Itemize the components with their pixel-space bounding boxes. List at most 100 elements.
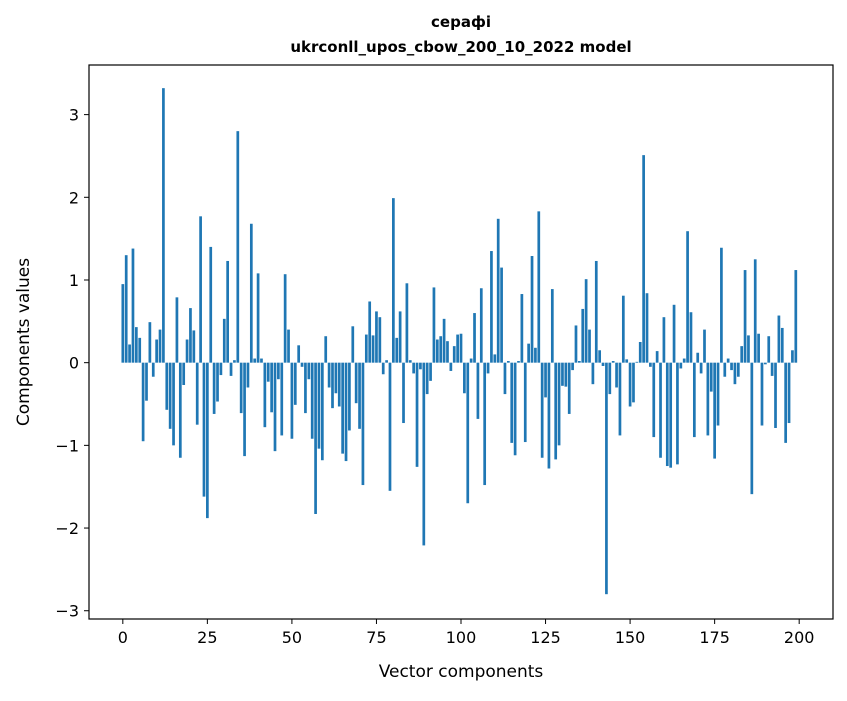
bar-53 — [300, 362, 304, 367]
bar-178 — [723, 362, 727, 377]
bar-150 — [628, 362, 632, 407]
bar-147 — [618, 362, 622, 436]
bar-89 — [422, 362, 426, 546]
x-tick-label: 0 — [118, 628, 128, 647]
bar-86 — [412, 362, 416, 374]
bar-151 — [632, 362, 635, 403]
bar-106 — [479, 288, 483, 363]
bar-108 — [486, 362, 490, 374]
bar-67 — [348, 362, 351, 431]
bar-194 — [777, 315, 781, 363]
bar-71 — [361, 362, 365, 486]
bar-78 — [385, 360, 388, 363]
chart-title: серафі — [431, 13, 491, 31]
x-tick-label: 175 — [699, 628, 730, 647]
bar-5 — [138, 337, 142, 363]
y-tick-label: −2 — [55, 519, 79, 538]
bar-182 — [736, 362, 740, 377]
x-axis-ticks: 0 25 50 75 100 125 150 175 200 — [118, 619, 815, 647]
bar-101 — [463, 362, 466, 394]
bar-20 — [189, 308, 192, 363]
bar-84 — [405, 283, 409, 363]
bar-125 — [544, 362, 547, 398]
y-tick-label: 2 — [69, 188, 79, 207]
bar-26 — [209, 246, 213, 363]
bar-23 — [199, 216, 202, 363]
bar-185 — [747, 335, 750, 363]
bar-128 — [554, 362, 558, 460]
bars-group — [121, 88, 798, 595]
bar-9 — [151, 362, 155, 377]
bar-111 — [496, 218, 500, 363]
bar-115 — [510, 362, 514, 443]
bar-54 — [304, 362, 307, 414]
bar-29 — [219, 362, 223, 376]
bar-74 — [371, 335, 375, 363]
bar-69 — [354, 362, 358, 404]
bar-81 — [395, 337, 399, 363]
bar-68 — [351, 326, 355, 363]
bar-45 — [273, 362, 277, 452]
bar-62 — [331, 362, 334, 409]
bar-172 — [703, 329, 706, 363]
chart-subtitle: ukrconll_upos_cbow_200_10_2022 model — [290, 38, 631, 56]
x-tick-label: 75 — [366, 628, 386, 647]
bar-124 — [540, 362, 544, 458]
bar-192 — [770, 362, 774, 376]
bar-60 — [324, 336, 328, 363]
bar-187 — [753, 259, 757, 363]
bar-98 — [452, 346, 456, 363]
bar-105 — [476, 362, 480, 419]
bar-34 — [236, 131, 240, 363]
bar-3 — [131, 248, 135, 363]
bar-169 — [692, 362, 696, 438]
x-tick-label: 200 — [784, 628, 815, 647]
bar-36 — [243, 362, 246, 457]
bar-133 — [571, 362, 574, 371]
bar-189 — [760, 362, 764, 426]
bar-174 — [709, 362, 713, 392]
bar-170 — [696, 352, 700, 363]
bar-63 — [334, 362, 338, 394]
bar-139 — [591, 362, 595, 385]
bar-144 — [608, 362, 612, 395]
bar-92 — [432, 287, 436, 363]
bar-56 — [310, 362, 314, 439]
bar-70 — [358, 362, 361, 429]
bar-141 — [598, 350, 602, 363]
bar-37 — [246, 362, 250, 388]
bar-155 — [645, 293, 649, 363]
bar-180 — [730, 362, 733, 371]
bar-83 — [402, 362, 405, 424]
bar-113 — [503, 362, 507, 395]
bar-163 — [672, 304, 676, 363]
bar-65 — [341, 362, 344, 454]
bar-164 — [676, 362, 679, 465]
bar-11 — [158, 329, 162, 363]
bar-104 — [473, 313, 476, 363]
bar-117 — [517, 361, 520, 363]
bar-136 — [581, 308, 585, 363]
bar-19 — [185, 339, 189, 363]
bar-72 — [364, 334, 368, 363]
bar-8 — [148, 322, 152, 363]
bar-30 — [222, 318, 226, 363]
bar-152 — [635, 361, 639, 363]
bar-0 — [121, 284, 125, 363]
bar-126 — [547, 362, 551, 469]
bar-138 — [588, 329, 591, 363]
bar-116 — [513, 362, 517, 456]
bar-35 — [239, 362, 243, 414]
y-tick-label: −3 — [55, 602, 79, 621]
bar-188 — [757, 333, 760, 363]
bar-25 — [206, 362, 209, 519]
bar-107 — [483, 362, 487, 486]
bar-21 — [192, 330, 196, 363]
bar-97 — [449, 362, 453, 371]
bar-2 — [128, 344, 131, 363]
bar-130 — [561, 362, 564, 386]
y-tick-label: 0 — [69, 354, 79, 373]
bar-50 — [290, 362, 294, 439]
